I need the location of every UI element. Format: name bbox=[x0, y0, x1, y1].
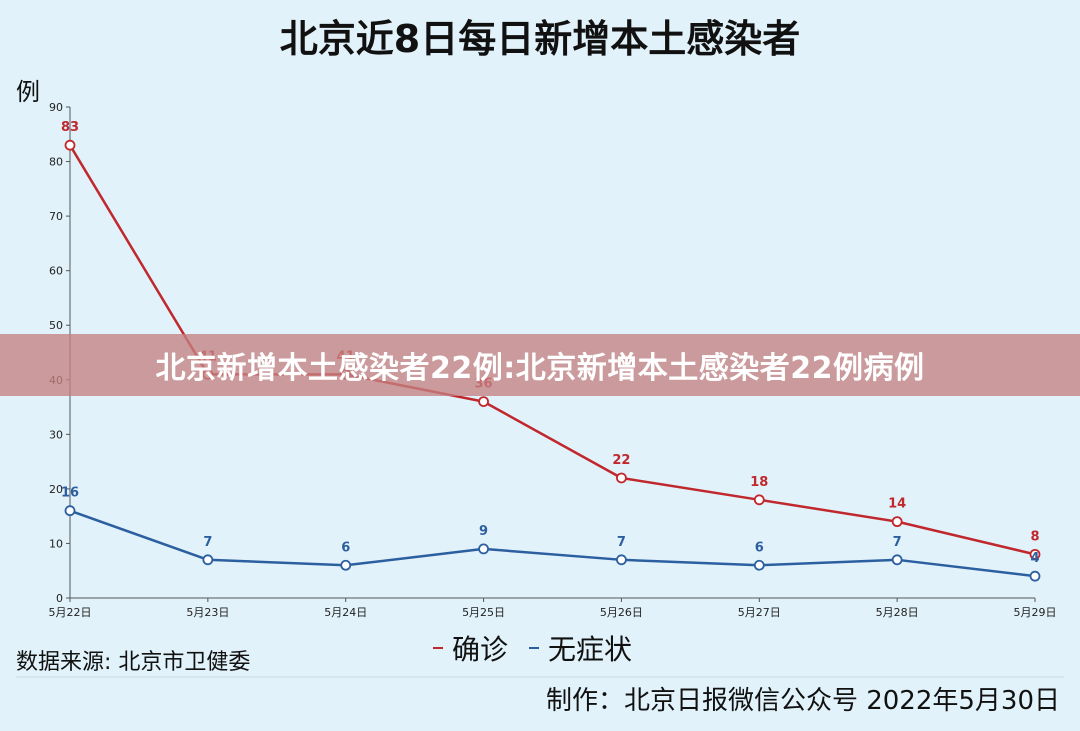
data-label: 6 bbox=[755, 540, 764, 555]
banner-text: 北京新增本土感染者22例:北京新增本土感染者22例病例 bbox=[155, 351, 925, 386]
chart-title: 北京近8日每日新增本土感染者 bbox=[280, 17, 800, 61]
data-point bbox=[891, 516, 903, 528]
data-point bbox=[64, 139, 76, 151]
data-label: 9 bbox=[479, 524, 488, 539]
data-point bbox=[616, 472, 627, 484]
data-label: 7 bbox=[893, 535, 902, 550]
y-tick-label: 20 bbox=[49, 483, 63, 496]
data-label: 83 bbox=[61, 120, 79, 135]
legend-item-confirmed: 确诊 bbox=[452, 633, 508, 666]
data-point bbox=[753, 494, 765, 506]
x-tick-label: 5月26日 bbox=[600, 606, 643, 619]
data-point bbox=[202, 554, 214, 566]
y-tick-label: 60 bbox=[49, 265, 63, 278]
data-label: 14 bbox=[888, 497, 906, 512]
data-label: 6 bbox=[341, 540, 350, 555]
overlay-banner: 北京新增本土感染者22例:北京新增本土感染者22例病例 bbox=[0, 334, 1080, 396]
series-line-1 bbox=[69, 509, 1036, 578]
y-tick-label: 90 bbox=[49, 101, 63, 114]
data-point bbox=[478, 396, 489, 408]
data-label: 4 bbox=[1030, 551, 1039, 566]
data-point bbox=[340, 559, 352, 571]
data-point bbox=[891, 554, 903, 566]
x-tick-label: 5月23日 bbox=[186, 606, 229, 619]
data-label: 18 bbox=[750, 475, 768, 490]
data-source: 数据来源: 北京市卫健委 bbox=[16, 650, 250, 675]
x-tick-label: 5月29日 bbox=[1014, 606, 1057, 619]
x-tick-label: 5月27日 bbox=[738, 606, 781, 619]
y-axis-label: 例 bbox=[16, 78, 40, 106]
data-point bbox=[1029, 570, 1041, 582]
y-tick-label: 80 bbox=[49, 156, 63, 169]
y-tick-label: 70 bbox=[49, 210, 63, 223]
x-tick-label: 5月24日 bbox=[324, 606, 367, 619]
axes: 01020304050607080905月22日5月23日5月24日5月25日5… bbox=[49, 101, 1057, 619]
y-tick-label: 30 bbox=[49, 428, 63, 441]
legend-item-asymptomatic: 无症状 bbox=[548, 633, 632, 666]
data-point bbox=[64, 505, 76, 517]
data-point bbox=[478, 543, 489, 555]
x-tick-label: 5月28日 bbox=[876, 606, 919, 619]
x-tick-label: 5月25日 bbox=[462, 606, 505, 619]
y-tick-label: 0 bbox=[56, 592, 63, 605]
data-label: 7 bbox=[617, 535, 626, 550]
data-point bbox=[753, 559, 765, 571]
y-tick-label: 10 bbox=[49, 537, 63, 550]
data-point bbox=[616, 554, 627, 566]
legend: 确诊 无症状 bbox=[433, 633, 632, 666]
data-label: 16 bbox=[61, 486, 79, 501]
x-tick-label: 5月22日 bbox=[49, 606, 92, 619]
data-label: 7 bbox=[203, 535, 212, 550]
data-label: 22 bbox=[612, 453, 630, 468]
data-point bbox=[1029, 548, 1041, 560]
y-tick-label: 50 bbox=[49, 319, 63, 332]
credit: 制作：北京日报微信公众号 2022年5月30日 bbox=[546, 686, 1060, 716]
data-label: 8 bbox=[1030, 529, 1039, 544]
